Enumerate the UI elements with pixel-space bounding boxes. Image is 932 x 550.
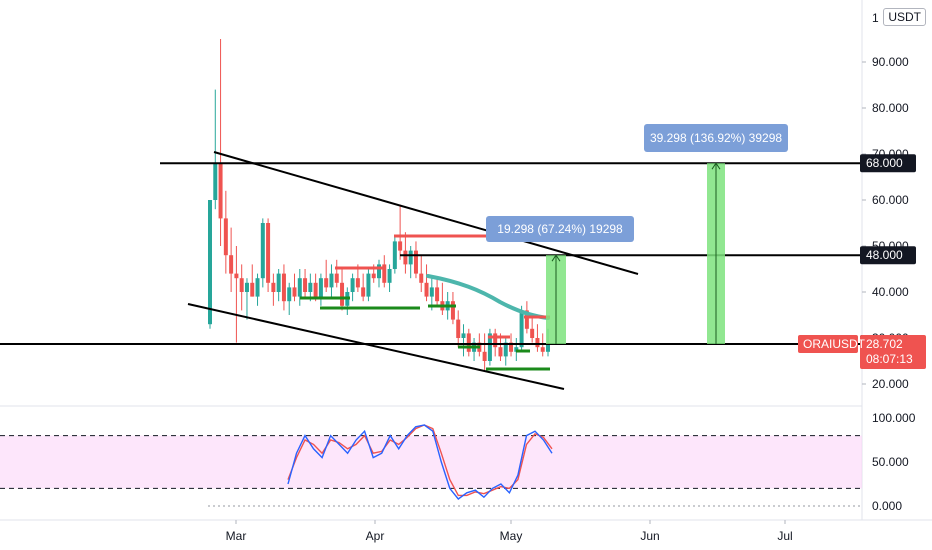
candle-body xyxy=(287,287,292,302)
time-label: Apr xyxy=(366,529,385,543)
channel-upper-line xyxy=(213,151,639,275)
candle-body xyxy=(297,278,302,297)
candle-body xyxy=(519,310,524,348)
candle-body xyxy=(377,264,381,279)
candle-body xyxy=(535,338,540,348)
candle-body xyxy=(509,342,514,352)
candle-body xyxy=(413,250,418,274)
time-label: Mar xyxy=(226,529,247,543)
candle-body xyxy=(213,163,218,200)
candle-body xyxy=(313,282,318,297)
level-price-tag xyxy=(860,246,916,265)
candle-body xyxy=(281,273,286,302)
candle-body xyxy=(524,310,529,329)
candle-body xyxy=(303,278,308,292)
oscillator-tick-label: 50.000 xyxy=(872,455,909,469)
price-tick-label: 90.000 xyxy=(872,55,909,69)
price-tick-label: 20.000 xyxy=(872,377,909,391)
channel-lower-line xyxy=(187,303,565,390)
candle-body xyxy=(382,264,387,283)
candle-body xyxy=(229,255,234,274)
candle-body xyxy=(361,287,366,297)
candle-body xyxy=(266,223,271,283)
candle-body xyxy=(308,282,313,292)
candle-body xyxy=(208,200,212,325)
price-tick-label: 40.000 xyxy=(872,285,909,299)
candle-body xyxy=(366,273,371,297)
candle-body xyxy=(498,347,503,357)
price-tick-label: 60.000 xyxy=(872,193,909,207)
candle-body xyxy=(466,333,471,352)
candle-body xyxy=(435,287,440,302)
moving-average-line xyxy=(426,274,550,320)
candle-body xyxy=(239,278,244,292)
last-price-value: 28.702 xyxy=(866,337,903,351)
candle-body xyxy=(271,282,276,292)
time-label: Jun xyxy=(640,529,659,543)
candle-body xyxy=(355,278,360,288)
candle-body xyxy=(392,241,397,269)
currency-badge[interactable]: USDT xyxy=(883,8,926,26)
candle-body xyxy=(234,273,239,279)
price-tick-label: 80.000 xyxy=(872,101,909,115)
candle-body xyxy=(429,287,434,297)
candle-body xyxy=(255,278,260,297)
candle-body xyxy=(250,282,255,297)
candle-body xyxy=(461,333,466,338)
candle-body xyxy=(387,269,392,283)
candle-body xyxy=(487,333,492,361)
price-tick-label-top: 1 xyxy=(872,11,879,25)
candle-body xyxy=(503,342,508,357)
oscillator-d-line xyxy=(287,424,553,497)
last-price-tag xyxy=(860,334,926,369)
candle-body xyxy=(218,163,223,219)
symbol-tag-text: ORAIUSDT xyxy=(803,337,866,351)
candle-body xyxy=(540,347,545,352)
measure-arrow-head xyxy=(711,162,721,170)
measure-label-box xyxy=(486,216,634,242)
oscillator-tick-label: 0.000 xyxy=(872,499,902,513)
level-price-tag xyxy=(860,154,916,173)
oscillator-k-line xyxy=(287,424,553,500)
candle-body xyxy=(324,278,329,288)
time-label: May xyxy=(500,529,523,543)
candle-body xyxy=(450,301,455,320)
candle-body xyxy=(260,223,265,279)
candle-body xyxy=(482,351,487,361)
candle-body xyxy=(350,278,355,292)
candle-body xyxy=(276,273,281,292)
candle-body xyxy=(292,287,297,297)
candle-body xyxy=(493,333,498,348)
candle-body xyxy=(398,241,403,251)
measure-label-text: 19.298 (67.24%) 19298 xyxy=(497,222,623,236)
candle-body xyxy=(408,250,413,265)
measure-label-text: 39.298 (136.92%) 39298 xyxy=(650,131,782,145)
currency-label: USDT xyxy=(888,10,921,24)
level-price-tag-text: 48.000 xyxy=(866,248,903,262)
candle-body xyxy=(244,282,249,292)
candle-body xyxy=(424,282,429,297)
candle-body xyxy=(403,250,408,265)
candle-body xyxy=(334,273,339,283)
measure-label-box xyxy=(644,124,788,152)
time-label: Jul xyxy=(777,529,792,543)
candle-body xyxy=(223,218,228,256)
candle-body xyxy=(419,273,424,283)
candle-countdown: 08:07:13 xyxy=(866,352,913,366)
candle-body xyxy=(546,343,550,352)
oscillator-band xyxy=(0,435,862,489)
oscillator-tick-label: 100.000 xyxy=(872,411,916,425)
measure-arrow-head xyxy=(551,254,561,262)
candle-body xyxy=(371,273,376,279)
candle-body xyxy=(456,319,461,338)
candle-body xyxy=(340,282,345,306)
candle-body xyxy=(329,273,334,288)
candle-body xyxy=(318,278,323,297)
symbol-tag xyxy=(798,334,858,353)
level-price-tag-text: 68.000 xyxy=(866,156,903,170)
candle-body xyxy=(530,328,535,338)
